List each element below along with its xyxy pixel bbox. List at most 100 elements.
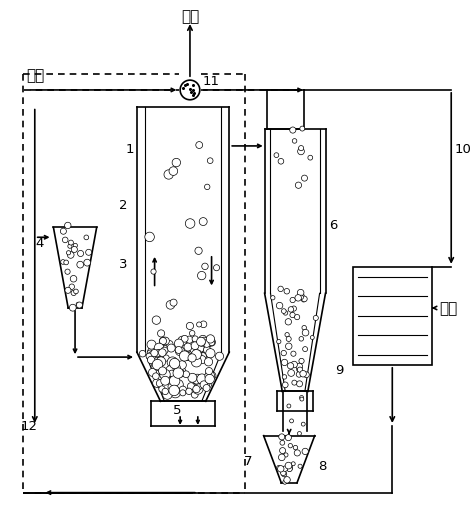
Circle shape <box>203 385 210 392</box>
Circle shape <box>290 313 295 318</box>
Circle shape <box>297 290 304 296</box>
Circle shape <box>209 340 215 346</box>
Circle shape <box>64 223 71 229</box>
Circle shape <box>202 379 212 389</box>
Circle shape <box>193 347 202 357</box>
Circle shape <box>285 435 292 441</box>
Circle shape <box>69 284 74 290</box>
Circle shape <box>172 159 181 168</box>
Text: 12: 12 <box>21 420 38 432</box>
Circle shape <box>295 295 301 301</box>
Circle shape <box>152 360 163 370</box>
Circle shape <box>300 127 305 132</box>
Circle shape <box>298 464 302 469</box>
Circle shape <box>182 371 190 378</box>
Circle shape <box>176 367 186 377</box>
Circle shape <box>156 357 166 367</box>
Circle shape <box>154 343 164 353</box>
Circle shape <box>310 336 314 340</box>
Text: 9: 9 <box>335 364 344 377</box>
Circle shape <box>178 370 184 376</box>
Circle shape <box>169 168 178 176</box>
Circle shape <box>291 351 296 357</box>
Circle shape <box>199 218 207 226</box>
Circle shape <box>283 382 288 388</box>
Circle shape <box>197 337 205 346</box>
Circle shape <box>216 352 224 361</box>
Circle shape <box>191 350 201 360</box>
Circle shape <box>184 351 193 361</box>
Circle shape <box>292 380 297 385</box>
Circle shape <box>68 244 72 249</box>
Circle shape <box>300 396 303 399</box>
Circle shape <box>173 368 183 379</box>
Circle shape <box>205 371 215 381</box>
Text: 3: 3 <box>119 258 128 271</box>
Circle shape <box>157 330 164 337</box>
Circle shape <box>173 380 183 390</box>
Circle shape <box>179 386 187 394</box>
Circle shape <box>203 380 210 387</box>
Circle shape <box>151 363 158 370</box>
Circle shape <box>200 321 207 328</box>
Circle shape <box>277 466 281 470</box>
Circle shape <box>199 340 205 346</box>
Circle shape <box>204 358 213 366</box>
Circle shape <box>195 344 204 353</box>
Circle shape <box>202 264 208 270</box>
Circle shape <box>277 340 281 344</box>
Circle shape <box>205 375 214 384</box>
Circle shape <box>170 372 176 379</box>
Text: 5: 5 <box>173 403 182 416</box>
Circle shape <box>301 296 307 302</box>
Circle shape <box>171 362 179 370</box>
Circle shape <box>203 348 211 357</box>
Circle shape <box>192 383 200 391</box>
Circle shape <box>302 448 309 454</box>
Circle shape <box>283 480 287 484</box>
Circle shape <box>180 390 186 396</box>
Circle shape <box>302 330 309 336</box>
Circle shape <box>296 372 302 377</box>
Circle shape <box>164 171 173 180</box>
Circle shape <box>65 288 71 294</box>
Circle shape <box>284 477 290 483</box>
Circle shape <box>169 364 178 373</box>
Circle shape <box>165 366 176 376</box>
Circle shape <box>280 440 285 445</box>
Circle shape <box>170 299 177 307</box>
Text: 1: 1 <box>125 143 134 156</box>
Circle shape <box>187 383 194 390</box>
Text: 2: 2 <box>119 199 128 212</box>
Circle shape <box>209 372 216 380</box>
Circle shape <box>173 364 181 372</box>
Circle shape <box>63 238 68 243</box>
Circle shape <box>301 298 306 302</box>
Circle shape <box>301 422 305 426</box>
Circle shape <box>297 368 301 372</box>
Circle shape <box>281 470 286 476</box>
Circle shape <box>163 370 171 378</box>
Circle shape <box>292 139 297 144</box>
Circle shape <box>190 331 195 336</box>
Circle shape <box>146 354 152 360</box>
Circle shape <box>199 353 206 361</box>
Circle shape <box>168 384 174 390</box>
Circle shape <box>296 364 302 370</box>
Circle shape <box>158 349 166 357</box>
Circle shape <box>174 339 183 348</box>
Circle shape <box>158 367 166 375</box>
Circle shape <box>308 156 313 161</box>
Circle shape <box>76 302 82 309</box>
Circle shape <box>199 336 207 344</box>
Circle shape <box>200 341 209 350</box>
Circle shape <box>170 388 181 398</box>
Circle shape <box>148 347 156 356</box>
Circle shape <box>181 336 188 342</box>
Circle shape <box>192 336 198 342</box>
Text: 10: 10 <box>454 143 471 156</box>
Text: 蒸汽: 蒸汽 <box>181 10 199 24</box>
Circle shape <box>283 311 288 316</box>
Circle shape <box>290 419 293 423</box>
Circle shape <box>286 464 292 471</box>
